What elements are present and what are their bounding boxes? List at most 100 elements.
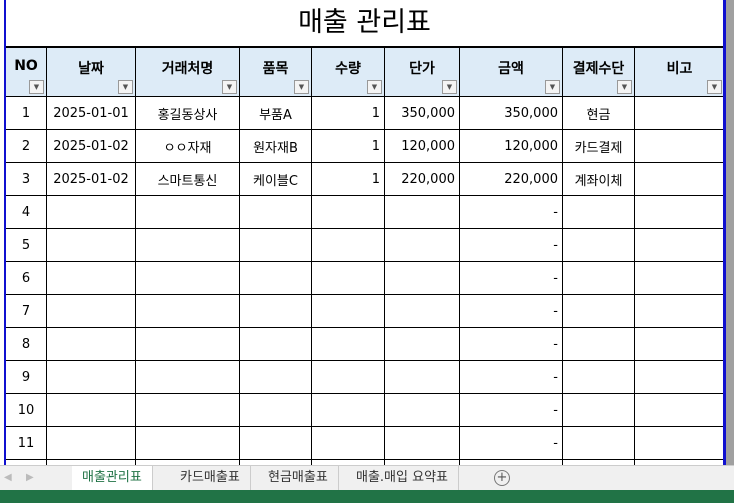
cell-amount[interactable]: - [459, 360, 563, 394]
cell-price[interactable] [384, 228, 460, 262]
sheet-tab[interactable]: 매출관리표 [72, 466, 153, 492]
cell-pay[interactable]: 계좌이체 [562, 162, 635, 196]
cell-note[interactable] [634, 96, 725, 130]
cell-price[interactable] [384, 195, 460, 229]
cell-client[interactable]: ㅇㅇ자재 [135, 129, 240, 163]
cell-client[interactable] [135, 393, 240, 427]
cell-qty[interactable] [311, 360, 385, 394]
filter-dropdown-icon[interactable]: ▼ [29, 80, 44, 94]
cell-price[interactable] [384, 327, 460, 361]
cell-client[interactable] [135, 228, 240, 262]
filter-dropdown-icon[interactable]: ▼ [707, 80, 722, 94]
cell-date[interactable] [46, 360, 136, 394]
cell-date[interactable] [46, 327, 136, 361]
cell-note[interactable] [634, 426, 725, 460]
cell-no[interactable]: 7 [5, 294, 47, 328]
cell-note[interactable] [634, 162, 725, 196]
cell-note[interactable] [634, 129, 725, 163]
scroll-area[interactable] [726, 0, 734, 465]
cell-no[interactable]: 3 [5, 162, 47, 196]
cell-date[interactable] [46, 195, 136, 229]
cell-qty[interactable] [311, 393, 385, 427]
cell-client[interactable] [135, 195, 240, 229]
prev-sheet-icon[interactable]: ◀ [4, 472, 12, 483]
filter-dropdown-icon[interactable]: ▼ [617, 80, 632, 94]
cell-pay[interactable]: 카드결제 [562, 129, 635, 163]
cell-client[interactable] [135, 360, 240, 394]
cell-pay[interactable]: 현금 [562, 96, 635, 130]
sheet-tab[interactable]: 매출.매입 요약표 [346, 466, 459, 490]
cell-item[interactable] [239, 261, 312, 295]
cell-no[interactable]: 1 [5, 96, 47, 130]
cell-note[interactable] [634, 327, 725, 361]
cell-pay[interactable] [562, 393, 635, 427]
cell-note[interactable] [634, 393, 725, 427]
cell-item[interactable] [239, 195, 312, 229]
cell-note[interactable] [634, 261, 725, 295]
cell-price[interactable] [384, 360, 460, 394]
cell-qty[interactable] [311, 261, 385, 295]
cell-client[interactable]: 홍길동상사 [135, 96, 240, 130]
cell-client[interactable] [135, 426, 240, 460]
cell-note[interactable] [634, 195, 725, 229]
cell-item[interactable]: 케이블C [239, 162, 312, 196]
cell-pay[interactable] [562, 228, 635, 262]
cell-date[interactable] [46, 393, 136, 427]
cell-item[interactable] [239, 426, 312, 460]
filter-dropdown-icon[interactable]: ▼ [294, 80, 309, 94]
cell-price[interactable]: 120,000 [384, 129, 460, 163]
next-sheet-icon[interactable]: ▶ [26, 472, 34, 483]
cell-qty[interactable] [311, 327, 385, 361]
cell-qty[interactable]: 1 [311, 129, 385, 163]
sheet-tab[interactable]: 카드매출표 [170, 466, 251, 490]
cell-pay[interactable] [562, 360, 635, 394]
cell-date[interactable] [46, 426, 136, 460]
cell-client[interactable] [135, 261, 240, 295]
filter-dropdown-icon[interactable]: ▼ [367, 80, 382, 94]
cell-date[interactable] [46, 228, 136, 262]
cell-date[interactable]: 2025-01-02 [46, 129, 136, 163]
cell-pay[interactable] [562, 261, 635, 295]
cell-amount[interactable]: 220,000 [459, 162, 563, 196]
add-sheet-icon[interactable]: + [494, 470, 510, 486]
cell-item[interactable] [239, 393, 312, 427]
filter-dropdown-icon[interactable]: ▼ [118, 80, 133, 94]
cell-amount[interactable]: - [459, 261, 563, 295]
cell-no[interactable]: 10 [5, 393, 47, 427]
cell-no[interactable]: 8 [5, 327, 47, 361]
cell-qty[interactable] [311, 195, 385, 229]
cell-price[interactable] [384, 261, 460, 295]
cell-no[interactable]: 9 [5, 360, 47, 394]
cell-date[interactable] [46, 294, 136, 328]
filter-dropdown-icon[interactable]: ▼ [545, 80, 560, 94]
cell-item[interactable]: 부품A [239, 96, 312, 130]
cell-qty[interactable]: 1 [311, 162, 385, 196]
cell-price[interactable] [384, 426, 460, 460]
cell-date[interactable]: 2025-01-02 [46, 162, 136, 196]
cell-note[interactable] [634, 228, 725, 262]
cell-amount[interactable]: - [459, 327, 563, 361]
cell-client[interactable]: 스마트통신 [135, 162, 240, 196]
cell-qty[interactable] [311, 294, 385, 328]
cell-no[interactable]: 5 [5, 228, 47, 262]
cell-note[interactable] [634, 294, 725, 328]
cell-client[interactable] [135, 327, 240, 361]
cell-amount[interactable]: - [459, 195, 563, 229]
cell-no[interactable]: 6 [5, 261, 47, 295]
cell-amount[interactable]: 120,000 [459, 129, 563, 163]
cell-item[interactable] [239, 327, 312, 361]
cell-date[interactable] [46, 261, 136, 295]
cell-item[interactable] [239, 360, 312, 394]
cell-no[interactable]: 11 [5, 426, 47, 460]
cell-pay[interactable] [562, 195, 635, 229]
cell-no[interactable]: 4 [5, 195, 47, 229]
cell-item[interactable] [239, 228, 312, 262]
cell-qty[interactable] [311, 228, 385, 262]
filter-dropdown-icon[interactable]: ▼ [442, 80, 457, 94]
sheet-tab[interactable]: 현금매출표 [258, 466, 339, 490]
cell-note[interactable] [634, 360, 725, 394]
cell-amount[interactable]: - [459, 426, 563, 460]
cell-amount[interactable]: 350,000 [459, 96, 563, 130]
cell-qty[interactable]: 1 [311, 96, 385, 130]
cell-price[interactable]: 220,000 [384, 162, 460, 196]
